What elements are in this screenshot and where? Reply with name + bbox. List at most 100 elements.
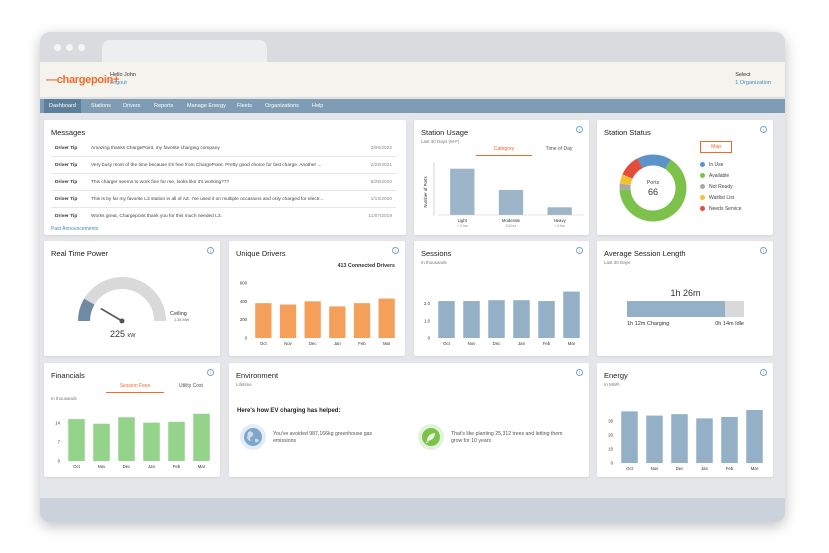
chart-bar[interactable] xyxy=(696,418,713,463)
chart-bar[interactable] xyxy=(68,419,85,461)
donut-slice[interactable] xyxy=(622,158,643,180)
message-row[interactable]: Driver Tip Works great, Chargepoint than… xyxy=(51,208,396,225)
globe-icon xyxy=(240,424,266,450)
message-row[interactable]: Driver Tip This is by far my favorite L3… xyxy=(51,191,396,208)
session-length-bar xyxy=(627,301,744,317)
message-row[interactable]: Driver Tip Very busy most of the time be… xyxy=(51,157,396,174)
chart-bar[interactable] xyxy=(93,423,110,461)
donut-slice[interactable] xyxy=(619,174,633,186)
window-dot-icon[interactable] xyxy=(78,44,85,51)
nav-stations[interactable]: Stations xyxy=(91,103,111,109)
chart-bar[interactable] xyxy=(646,415,663,463)
x-tick-label: Nov xyxy=(468,341,476,346)
chart-bar[interactable] xyxy=(193,413,210,461)
message-date: 3/05/2022 xyxy=(370,146,392,151)
chart-bar[interactable] xyxy=(671,414,688,463)
chart-bar[interactable] xyxy=(304,301,321,338)
chart-bar[interactable] xyxy=(746,409,763,463)
info-icon[interactable]: i xyxy=(576,126,583,133)
chart-bar[interactable] xyxy=(488,300,505,338)
power-unit: kW xyxy=(127,333,136,339)
chart-bar[interactable] xyxy=(378,298,395,338)
info-icon[interactable]: i xyxy=(760,126,767,133)
status-dot-icon xyxy=(700,206,705,211)
legend-available: Available xyxy=(700,173,729,179)
x-tick-label: Nov xyxy=(651,466,659,471)
info-icon[interactable]: i xyxy=(760,247,767,254)
chart-bar[interactable] xyxy=(329,306,346,338)
nav-reports[interactable]: Reports xyxy=(154,103,174,109)
info-icon[interactable]: i xyxy=(207,247,214,254)
dashboard-content: Messages Driver Tip Amazing thanks Charg… xyxy=(40,113,785,498)
x-tick-label: Mar xyxy=(568,341,576,346)
nav-manage-energy[interactable]: Manage Energy xyxy=(187,103,226,109)
message-row[interactable]: Driver Tip This charger seems to work fi… xyxy=(51,174,396,191)
message-text: Very busy most of the time because it's … xyxy=(91,163,322,168)
message-row[interactable]: Driver Tip Amazing thanks ChargePoint, m… xyxy=(51,140,396,157)
org-selector[interactable]: Select 1 Organization xyxy=(735,71,771,87)
info-icon[interactable]: i xyxy=(207,369,214,376)
chart-bar[interactable] xyxy=(168,421,185,461)
info-icon[interactable]: i xyxy=(576,247,583,254)
chart-bar[interactable] xyxy=(721,416,738,463)
info-icon[interactable]: i xyxy=(760,369,767,376)
tab-time-of-day[interactable]: Time of Day xyxy=(545,146,573,152)
chart-bar[interactable] xyxy=(438,301,455,338)
nav-dashboard[interactable]: Dashboard xyxy=(44,99,81,113)
window-dot-icon[interactable] xyxy=(66,44,73,51)
x-tick-label: Mar xyxy=(751,466,759,471)
nav-drivers[interactable]: Drivers xyxy=(123,103,141,109)
message-text: Amazing thanks ChargePoint, my favorite … xyxy=(91,146,220,151)
tab-session-fees[interactable]: Session Fees xyxy=(106,383,164,393)
x-tick-label: Dec xyxy=(123,464,131,469)
chargepoint-logo[interactable]: —chargepoin+ xyxy=(46,74,120,86)
message-text: Works great, Chargepoint thank you for t… xyxy=(91,214,222,219)
card-title: Energy xyxy=(604,371,628,380)
info-icon[interactable]: i xyxy=(392,247,399,254)
chart-bar[interactable] xyxy=(513,300,530,338)
nav-help[interactable]: Help xyxy=(312,103,324,109)
info-icon[interactable]: i xyxy=(576,369,583,376)
y-tick-label: 1.0 xyxy=(424,318,431,323)
avg-session-total: 1h 26m xyxy=(670,288,701,298)
donut-center-value: 66 xyxy=(647,187,658,197)
gauge-track xyxy=(78,277,166,322)
logout-link[interactable]: Logout xyxy=(110,80,127,86)
donut-slice[interactable] xyxy=(619,159,687,222)
x-tick-label: Dec xyxy=(676,466,684,471)
chart-bar[interactable] xyxy=(547,207,572,215)
chart-bar[interactable] xyxy=(498,189,524,215)
nav-fleets[interactable]: Fleets xyxy=(237,103,252,109)
unique-drivers-chart: 0 200 400 600 Oct Nov Dec Jan Feb Mar xyxy=(240,281,395,346)
chart-bar[interactable] xyxy=(143,422,160,461)
trees-fact: That's like planting 25,312 trees and le… xyxy=(451,431,563,444)
card-subtitle: In thousands xyxy=(51,396,77,401)
browser-titlebar xyxy=(40,32,785,62)
greeting-text: Hello John xyxy=(110,72,136,78)
map-button[interactable]: Map xyxy=(700,141,732,153)
chart-bar[interactable] xyxy=(463,301,480,338)
power-number: 225 xyxy=(110,329,126,339)
organization-link[interactable]: 1 Organization xyxy=(735,80,771,86)
donut-slice[interactable] xyxy=(637,154,671,170)
chart-bar[interactable] xyxy=(353,303,371,338)
chart-bar[interactable] xyxy=(538,301,555,338)
x-tick-label: Mar xyxy=(383,341,391,346)
past-announcements-link[interactable]: Past Announcements xyxy=(51,226,99,232)
nav-organizations[interactable]: Organizations xyxy=(265,103,299,109)
chart-bar[interactable] xyxy=(621,411,638,463)
chart-bar[interactable] xyxy=(279,304,297,338)
legend-waitlist: Waitlist List xyxy=(700,195,734,201)
chart-bar[interactable] xyxy=(563,291,580,338)
chart-bar[interactable] xyxy=(255,303,272,338)
window-dot-icon[interactable] xyxy=(54,44,61,51)
browser-window: —chargepoin+ Hello John Logout Select 1 … xyxy=(40,32,785,522)
card-title: Environment xyxy=(236,371,279,380)
browser-tab[interactable] xyxy=(102,40,267,62)
sessions-card: Sessions In thousands i 0 1.0 2.0 Oct Nov Dec… xyxy=(414,241,589,356)
tab-utility-cost[interactable]: Utility Cost xyxy=(179,383,203,389)
chart-bar[interactable] xyxy=(450,168,475,215)
tab-category[interactable]: Category xyxy=(476,146,532,156)
chart-bar[interactable] xyxy=(118,417,135,461)
x-tick-label: Nov xyxy=(98,464,106,469)
